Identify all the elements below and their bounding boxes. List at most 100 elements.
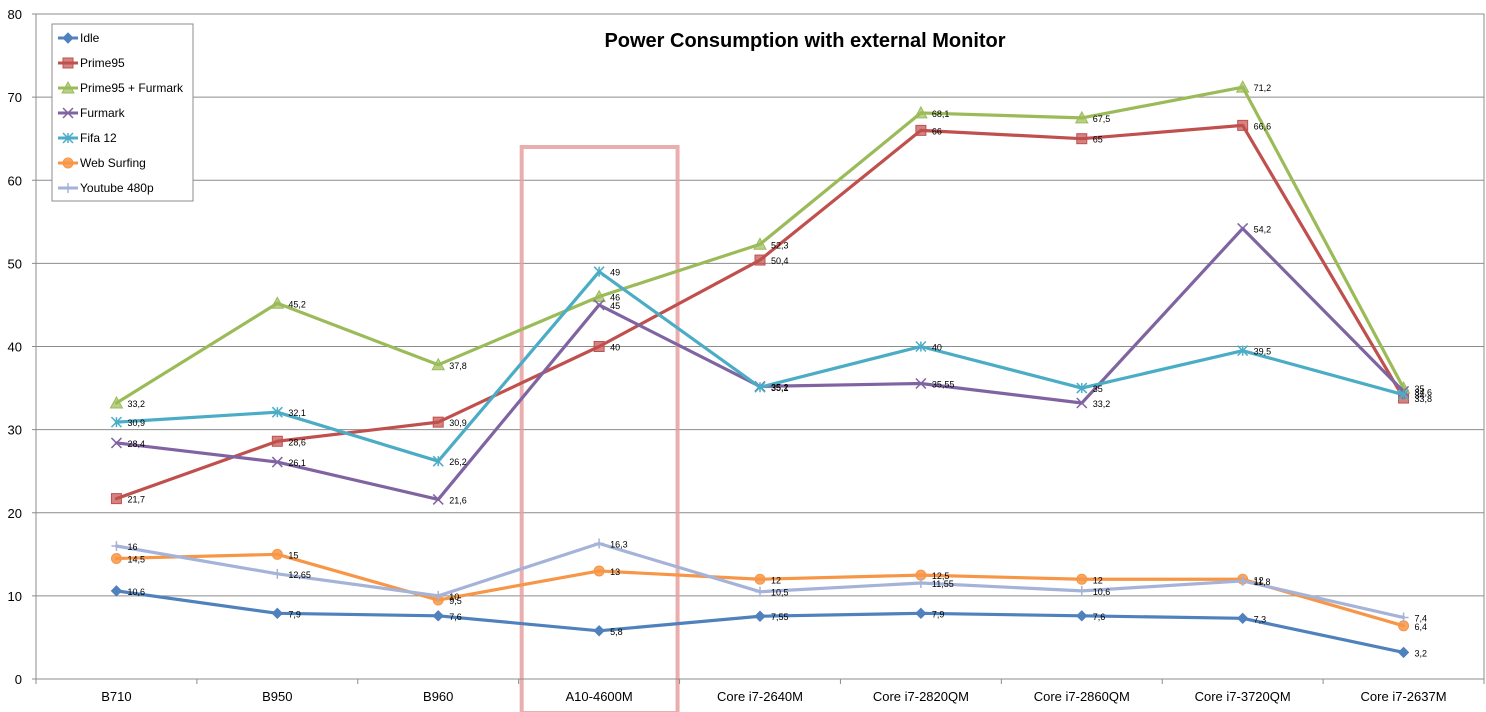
y-tick-label: 10 bbox=[8, 589, 22, 604]
series-point-youtube-480p bbox=[433, 590, 444, 601]
data-label-idle: 5,8 bbox=[610, 627, 623, 637]
data-label-idle: 7,6 bbox=[1093, 612, 1106, 622]
series-point-prime95-furmark bbox=[1235, 80, 1250, 93]
data-label-furmark: 21,6 bbox=[449, 495, 467, 505]
series-point-idle bbox=[1236, 612, 1249, 625]
legend-label-furmark: Furmark bbox=[80, 106, 126, 120]
series-point-furmark-stroke-b bbox=[110, 437, 122, 449]
series-point-youtube-480p bbox=[111, 541, 122, 551]
series-point-web-surfing bbox=[110, 552, 122, 564]
data-label-furmark: 28,4 bbox=[127, 439, 145, 449]
series-point-furmark-stroke-b bbox=[1237, 222, 1249, 234]
data-label-idle: 7,9 bbox=[288, 609, 301, 619]
legend-label-web-surfing: Web Surfing bbox=[80, 156, 146, 170]
series-point-idle bbox=[593, 625, 605, 637]
data-label-web-surfing: 13 bbox=[610, 567, 620, 577]
legend: Idle Prime95 Prime95 + Furmark Furmark Fifa … bbox=[51, 23, 194, 202]
data-label-idle: 3,2 bbox=[1415, 648, 1428, 658]
data-label-web-surfing: 14,5 bbox=[127, 554, 145, 564]
series-point-prime95 bbox=[593, 341, 605, 352]
data-label-furmark: 26,1 bbox=[288, 458, 306, 468]
legend-swatch-marker-fifa-12 bbox=[62, 132, 74, 144]
series-point-furmark-stroke-b bbox=[915, 377, 927, 390]
data-label-prime95: 50,4 bbox=[771, 256, 789, 266]
series-point-prime95-furmark bbox=[1074, 110, 1089, 124]
data-label-furmark: 54,2 bbox=[1254, 224, 1272, 234]
data-label-youtube-480p: 11,8 bbox=[1254, 577, 1271, 587]
y-tick-label: 30 bbox=[8, 423, 22, 438]
data-label-prime95-furmark: 35 bbox=[1415, 384, 1425, 394]
data-label-youtube-480p: 12,65 bbox=[288, 570, 311, 580]
data-label-prime95: 30,9 bbox=[449, 418, 467, 428]
series-line-furmark bbox=[114, 226, 1406, 502]
series-point-furmark-stroke-b bbox=[432, 493, 444, 505]
series-point-furmark-stroke-b bbox=[271, 456, 283, 468]
series-point-prime95-furmark bbox=[109, 395, 124, 409]
highlight-box-a10-4600m bbox=[519, 145, 680, 712]
data-label-furmark: 33,2 bbox=[1093, 399, 1111, 409]
data-label-fifa-12: 34 bbox=[1415, 391, 1425, 401]
data-label-fifa-12: 26,2 bbox=[449, 457, 467, 467]
data-label-prime95: 28,6 bbox=[288, 437, 306, 447]
data-label-prime95: 40 bbox=[610, 343, 620, 353]
data-label-web-surfing: 9,5 bbox=[449, 596, 462, 606]
data-label-prime95-furmark: 71,2 bbox=[1254, 83, 1272, 93]
y-tick-label: 20 bbox=[8, 506, 22, 521]
series-point-fifa-12 bbox=[593, 266, 605, 278]
y-tick-label: 0 bbox=[15, 672, 22, 687]
series-point-furmark bbox=[915, 377, 927, 390]
data-label-furmark: 34,6 bbox=[1415, 387, 1433, 397]
data-label-prime95-furmark: 52,3 bbox=[771, 240, 789, 250]
legend-swatch-marker-web-surfing bbox=[62, 157, 74, 169]
x-tick-label: Core i7-2820QM bbox=[873, 689, 969, 704]
data-label-prime95-furmark: 45,2 bbox=[288, 299, 306, 309]
series-point-prime95 bbox=[1076, 133, 1088, 145]
series-point-youtube-480p bbox=[1076, 585, 1087, 596]
series-point-idle bbox=[432, 610, 444, 622]
series-point-furmark bbox=[432, 493, 444, 505]
data-label-youtube-480p: 16,3 bbox=[610, 540, 628, 550]
series-point-web-surfing bbox=[271, 548, 283, 560]
series-point-web-surfing bbox=[593, 565, 605, 577]
legend-swatch-marker-furmark bbox=[62, 107, 74, 119]
series-point-prime95-furmark bbox=[753, 237, 767, 250]
x-tick-label: B960 bbox=[423, 689, 453, 704]
data-label-prime95: 65 bbox=[1093, 135, 1103, 145]
series-point-fifa-12 bbox=[271, 406, 283, 418]
x-tick-label: A10-4600M bbox=[566, 689, 633, 704]
series-point-fifa-12 bbox=[110, 416, 122, 428]
data-label-furmark: 35,2 bbox=[771, 382, 789, 392]
data-label-fifa-12: 32,1 bbox=[288, 408, 306, 418]
data-label-prime95-furmark: 37,8 bbox=[449, 361, 467, 371]
x-tick-label: Core i7-3720QM bbox=[1195, 689, 1291, 704]
legend-swatch-marker-youtube-480p bbox=[63, 183, 73, 193]
series-point-prime95 bbox=[271, 435, 283, 447]
data-label-fifa-12: 39,5 bbox=[1254, 347, 1272, 357]
data-label-prime95: 66 bbox=[932, 126, 942, 136]
data-label-youtube-480p: 11,55 bbox=[932, 579, 954, 589]
data-label-fifa-12: 35 bbox=[1093, 384, 1103, 394]
series-point-fifa-12 bbox=[1398, 389, 1410, 401]
series-point-idle bbox=[915, 607, 927, 620]
x-tick-label: B950 bbox=[262, 689, 292, 704]
series-point-fifa-12 bbox=[1076, 382, 1088, 394]
data-label-youtube-480p: 10 bbox=[449, 592, 459, 602]
legend-label-idle: Idle bbox=[80, 31, 100, 45]
series-point-idle bbox=[110, 585, 123, 597]
data-label-prime95: 66,6 bbox=[1254, 121, 1272, 131]
data-label-web-surfing: 12,5 bbox=[932, 571, 950, 581]
series-point-youtube-480p bbox=[755, 586, 765, 597]
series-point-prime95 bbox=[1237, 119, 1249, 131]
series-line-fifa-12 bbox=[114, 270, 1406, 463]
data-label-prime95-furmark: 46 bbox=[610, 293, 620, 303]
series-point-fifa-12 bbox=[1237, 345, 1249, 357]
y-tick-label: 50 bbox=[8, 256, 22, 271]
series-point-youtube-480p bbox=[1237, 575, 1248, 586]
series-point-prime95 bbox=[432, 416, 444, 428]
data-label-prime95: 21,7 bbox=[127, 495, 145, 505]
series-point-web-surfing bbox=[1076, 573, 1088, 585]
x-tick-label: B710 bbox=[101, 689, 131, 704]
data-label-idle: 7,9 bbox=[932, 609, 945, 619]
data-label-prime95: 33,8 bbox=[1415, 394, 1433, 404]
y-tick-label: 40 bbox=[8, 340, 22, 355]
